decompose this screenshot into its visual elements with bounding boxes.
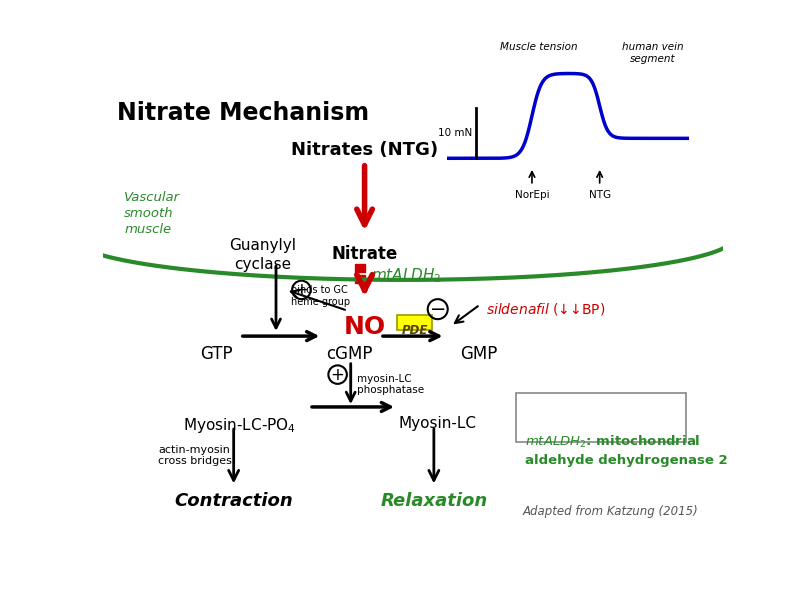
Text: Nitrate Mechanism: Nitrate Mechanism xyxy=(117,101,369,125)
FancyBboxPatch shape xyxy=(517,393,687,442)
Text: +: + xyxy=(294,281,309,299)
Text: Relaxation: Relaxation xyxy=(380,491,488,509)
Text: Adapted from Katzung (2015): Adapted from Katzung (2015) xyxy=(522,505,698,518)
Text: Nitrates (NTG): Nitrates (NTG) xyxy=(291,141,438,159)
Text: NTG: NTG xyxy=(588,190,611,200)
Text: Myosin-LC: Myosin-LC xyxy=(399,416,476,431)
Text: myosin-LC
phosphatase: myosin-LC phosphatase xyxy=(357,374,424,395)
Text: NO: NO xyxy=(343,316,385,340)
Text: $\mathit{sildenafil}$ (↓↓BP): $\mathit{sildenafil}$ (↓↓BP) xyxy=(486,301,605,317)
Text: binds to GC
heme group: binds to GC heme group xyxy=(291,285,350,307)
Text: Muscle tension: Muscle tension xyxy=(501,42,578,52)
Text: $\mathit{mtALDH_2}$: mitochondrial
aldehyde dehydrogenase 2: $\mathit{mtALDH_2}$: mitochondrial aldeh… xyxy=(525,434,727,467)
Text: GMP: GMP xyxy=(460,346,497,364)
Text: −: − xyxy=(430,299,446,319)
FancyBboxPatch shape xyxy=(397,316,432,330)
Text: Guanylyl
cyclase: Guanylyl cyclase xyxy=(230,238,297,272)
Bar xyxy=(355,264,365,272)
Text: GTP: GTP xyxy=(201,346,233,364)
Text: Myosin-LC-PO$_4$: Myosin-LC-PO$_4$ xyxy=(183,416,297,435)
Text: human vein
segment: human vein segment xyxy=(622,42,683,64)
Text: PDE: PDE xyxy=(401,324,428,337)
Text: cGMP: cGMP xyxy=(326,346,372,364)
Text: actin-myosin
cross bridges: actin-myosin cross bridges xyxy=(158,445,232,466)
Text: $\mathit{mtALDH_2}$: $\mathit{mtALDH_2}$ xyxy=(371,266,442,285)
Text: 10 mN: 10 mN xyxy=(438,128,472,139)
Text: NorEpi: NorEpi xyxy=(515,190,549,200)
Text: Vascular
smooth
muscle: Vascular smooth muscle xyxy=(124,191,181,236)
Bar xyxy=(355,275,365,283)
Text: +: + xyxy=(330,365,344,383)
Text: Contraction: Contraction xyxy=(174,491,293,509)
Text: Nitrate: Nitrate xyxy=(331,245,397,263)
